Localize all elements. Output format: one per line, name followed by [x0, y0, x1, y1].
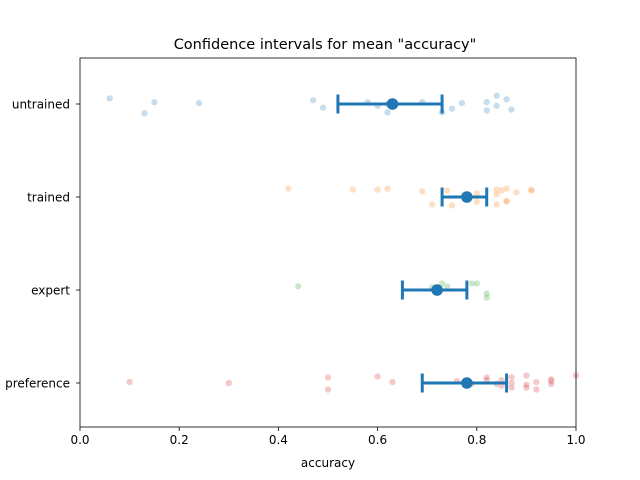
data-point-preference [532, 385, 540, 394]
data-point-untrained [503, 95, 511, 103]
chart-title: Confidence intervals for mean "accuracy" [174, 37, 477, 53]
data-point-trained [473, 198, 481, 206]
data-point-trained [284, 185, 292, 193]
data-point-untrained [106, 94, 114, 102]
data-point-preference [324, 385, 332, 394]
data-point-preference [522, 381, 530, 389]
x-axis-label: accuracy [301, 456, 355, 470]
data-point-expert [468, 279, 476, 288]
x-tick-label: 0.8 [467, 433, 486, 447]
data-point-preference [225, 379, 233, 387]
x-tick-label: 1.0 [566, 433, 585, 447]
data-point-preference [507, 384, 516, 392]
data-point-expert [483, 290, 491, 298]
data-point-trained [493, 200, 501, 208]
data-point-trained [383, 185, 392, 193]
data-point-untrained [195, 99, 203, 107]
data-point-untrained [309, 96, 317, 104]
plot-frame [79, 57, 577, 428]
data-point-untrained [319, 104, 327, 112]
mean-point-expert [431, 284, 443, 296]
data-point-trained [443, 186, 451, 195]
data-point-trained [448, 201, 456, 209]
x-axis: 0.0 0.2 0.4 0.6 0.8 1.0 [70, 427, 586, 447]
data-point-untrained [458, 99, 466, 107]
data-point-preference [126, 378, 134, 386]
data-point-trained [503, 185, 511, 193]
data-point-untrained [383, 108, 392, 116]
data-point-preference [522, 372, 530, 380]
data-point-untrained [493, 92, 501, 100]
data-point-trained [493, 190, 501, 198]
data-point-expert [473, 279, 481, 288]
y-tick-label-trained: trained [27, 191, 70, 205]
y-axis: untrained trained expert preference [5, 98, 80, 391]
data-point-untrained [493, 102, 501, 110]
data-point-expert [294, 282, 302, 290]
data-point-trained [527, 186, 535, 195]
data-point-trained [503, 198, 511, 206]
data-point-trained [512, 188, 521, 196]
data-point-preference [522, 384, 530, 392]
data-point-untrained [150, 98, 158, 106]
y-tick-label-expert: expert [31, 284, 70, 298]
data-point-preference [532, 378, 540, 386]
x-tick-label: 0.0 [70, 433, 89, 447]
data-point-preference [547, 380, 555, 388]
data-point-trained [374, 186, 382, 194]
x-tick-label: 0.4 [269, 433, 288, 447]
data-point-preference [507, 373, 516, 381]
ci-layer [336, 94, 509, 393]
data-point-preference [324, 373, 332, 381]
data-point-expert [483, 293, 491, 301]
data-point-trained [428, 200, 436, 208]
mean-point-untrained [386, 98, 399, 110]
y-tick-label-untrained: untrained [12, 98, 70, 112]
data-point-untrained [448, 105, 456, 113]
mean-point-preference [461, 377, 473, 389]
data-point-preference [388, 378, 397, 386]
x-tick-label: 0.6 [368, 433, 387, 447]
data-point-trained [349, 186, 357, 194]
data-point-preference [374, 372, 382, 381]
data-point-untrained [507, 106, 516, 114]
data-point-untrained [483, 106, 491, 115]
mean-point-trained [461, 191, 473, 203]
data-point-preference [547, 377, 555, 385]
data-point-trained [418, 187, 426, 195]
x-tick-label: 0.2 [170, 433, 189, 447]
data-point-untrained [140, 109, 149, 117]
y-tick-label-preference: preference [5, 377, 70, 391]
data-point-preference [483, 373, 491, 381]
data-point-untrained [483, 98, 491, 106]
